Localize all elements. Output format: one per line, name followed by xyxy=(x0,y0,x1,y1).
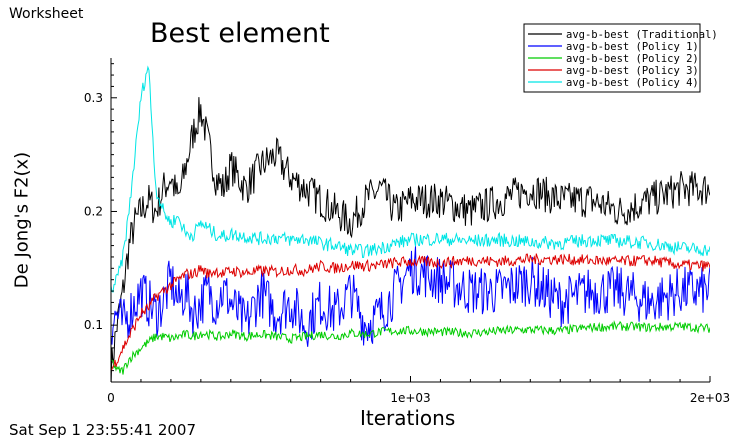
legend-entry: avg-b-best (Traditional) xyxy=(566,29,718,41)
y-axis-label: De Jong's F2(x) xyxy=(11,151,33,289)
axes: 0 1e+03 2e+03 0.1 0.2 0.3 xyxy=(84,58,730,405)
legend: avg-b-best (Traditional)avg-b-best (Poli… xyxy=(523,23,718,93)
x-tick-label: 0 xyxy=(107,391,115,405)
series-line-3 xyxy=(111,320,710,375)
legend-entry: avg-b-best (Policy 1) xyxy=(566,41,699,53)
series-layer xyxy=(111,65,710,382)
series-line-4 xyxy=(111,253,710,372)
y-tick-label: 0.2 xyxy=(84,204,103,218)
legend-entry: avg-b-best (Policy 4) xyxy=(566,77,699,89)
legend-entry: avg-b-best (Policy 3) xyxy=(566,65,699,77)
x-axis-label: Iterations xyxy=(360,406,456,430)
series-line-2 xyxy=(111,246,710,347)
y-tick-label: 0.3 xyxy=(84,91,103,105)
series-line-5 xyxy=(111,65,710,293)
timestamp: Sat Sep 1 23:55:41 2007 xyxy=(9,421,197,439)
legend-entry: avg-b-best (Policy 2) xyxy=(566,53,699,65)
x-tick-label: 2e+03 xyxy=(690,391,730,405)
worksheet-label: Worksheet xyxy=(9,6,84,22)
x-tick-label: 1e+03 xyxy=(390,391,430,405)
y-tick-label: 0.1 xyxy=(84,318,103,332)
chart-title: Best element xyxy=(150,18,330,49)
series-line-1 xyxy=(111,97,710,382)
